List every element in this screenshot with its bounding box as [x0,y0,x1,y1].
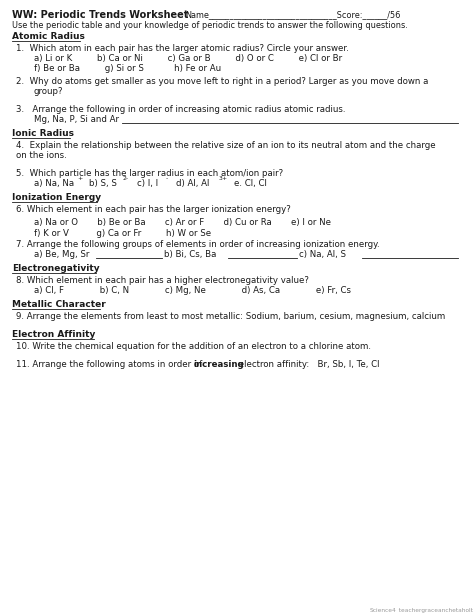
Text: 6. Which element in each pair has the larger ionization energy?: 6. Which element in each pair has the la… [16,205,291,214]
Text: 7. Arrange the following groups of elements in order of increasing ionization en: 7. Arrange the following groups of eleme… [16,240,380,249]
Text: electron affinity:   Br, Sb, I, Te, Cl: electron affinity: Br, Sb, I, Te, Cl [236,360,380,369]
Text: on the ions.: on the ions. [16,151,67,160]
Text: f) Be or Ba         g) Si or S           h) Fe or Au: f) Be or Ba g) Si or S h) Fe or Au [34,64,221,73]
Text: +: + [77,176,82,181]
Text: Mg, Na, P, Si and Ar: Mg, Na, P, Si and Ar [34,115,119,124]
Text: 11. Arrange the following atoms in order of: 11. Arrange the following atoms in order… [16,360,205,369]
Text: increasing: increasing [193,360,244,369]
Text: 2.  Why do atoms get smaller as you move left to right in a period? Larger as yo: 2. Why do atoms get smaller as you move … [16,77,428,86]
Text: f) K or V          g) Ca or Fr         h) W or Se: f) K or V g) Ca or Fr h) W or Se [34,229,211,238]
Text: 3.   Arrange the following in order of increasing atomic radius atomic radius.: 3. Arrange the following in order of inc… [16,105,346,114]
Text: e. Cl, Cl: e. Cl, Cl [234,179,267,188]
Text: Ionization Energy: Ionization Energy [12,193,101,202]
Text: a) Na or O       b) Be or Ba       c) Ar or F       d) Cu or Ra       e) I or Ne: a) Na or O b) Be or Ba c) Ar or F d) Cu … [34,218,331,227]
Text: 3+: 3+ [219,176,228,181]
Text: 2-: 2- [123,176,129,181]
Text: Use the periodic table and your knowledge of periodic trends to answer the follo: Use the periodic table and your knowledg… [12,21,408,30]
Text: c) Na, Al, S: c) Na, Al, S [299,250,346,259]
Text: Atomic Radius: Atomic Radius [12,32,85,41]
Text: Electronegativity: Electronegativity [12,264,100,273]
Text: -: - [166,176,168,181]
Text: group?: group? [34,87,64,96]
Text: Science4_teachergraceanchetaholt: Science4_teachergraceanchetaholt [370,607,474,612]
Text: 10. Write the chemical equation for the addition of an electron to a chlorine at: 10. Write the chemical equation for the … [16,342,371,351]
Text: c) I, I: c) I, I [137,179,158,188]
Text: a) Be, Mg, Sr: a) Be, Mg, Sr [34,250,90,259]
Text: a) Na, Na: a) Na, Na [34,179,74,188]
Text: 5.  Which particle has the larger radius in each atom/ion pair?: 5. Which particle has the larger radius … [16,169,283,178]
Text: Ionic Radius: Ionic Radius [12,129,74,138]
Text: d) Al, Al: d) Al, Al [176,179,210,188]
Text: b) S, S: b) S, S [89,179,117,188]
Text: Electron Affinity: Electron Affinity [12,330,95,339]
Text: a) Cl, F             b) C, N             c) Mg, Ne             d) As, Ca        : a) Cl, F b) C, N c) Mg, Ne d) As, Ca [34,286,351,295]
Text: Name_______________________________Score:______/56: Name_______________________________Score… [185,10,401,19]
Text: 1.  Which atom in each pair has the larger atomic radius? Circle your answer.: 1. Which atom in each pair has the large… [16,44,349,53]
Text: b) Bi, Cs, Ba: b) Bi, Cs, Ba [164,250,216,259]
Text: Metallic Character: Metallic Character [12,300,106,309]
Text: 9. Arrange the elements from least to most metallic: Sodium, barium, cesium, mag: 9. Arrange the elements from least to mo… [16,312,445,321]
Text: 4.  Explain the relationship between the relative size of an ion to its neutral : 4. Explain the relationship between the … [16,141,436,150]
Text: WW: Periodic Trends Worksheet: WW: Periodic Trends Worksheet [12,10,188,20]
Text: a) Li or K         b) Ca or Ni         c) Ga or B         d) O or C         e) C: a) Li or K b) Ca or Ni c) Ga or B d) O o… [34,54,342,63]
Text: 8. Which element in each pair has a higher electronegativity value?: 8. Which element in each pair has a high… [16,276,309,285]
